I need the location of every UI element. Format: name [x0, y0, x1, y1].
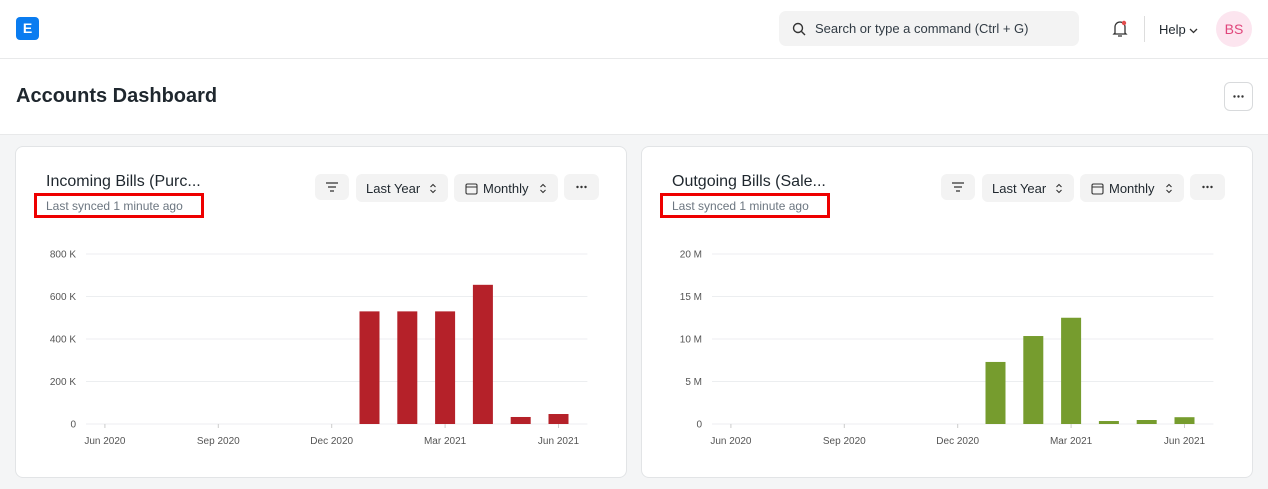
- select-arrows: [430, 183, 436, 194]
- y-tick-label: 800 K: [50, 250, 76, 261]
- x-tick-label: Mar 2021: [424, 436, 467, 447]
- chevron: [1189, 28, 1198, 34]
- y-tick-label: 400 K: [50, 335, 76, 346]
- bar: [510, 416, 531, 424]
- chart-subtitle: Last synced 1 minute ago: [46, 199, 183, 213]
- timespan-select[interactable]: Last Year: [356, 174, 448, 202]
- x-tick-label: Dec 2020: [310, 436, 353, 447]
- y-tick-label: 10 M: [680, 335, 702, 346]
- x-tick-label: Dec 2020: [936, 436, 979, 447]
- bar: [1023, 336, 1044, 424]
- x-tick-label: Sep 2020: [197, 436, 240, 447]
- filter-button[interactable]: [941, 174, 975, 200]
- chart-title: Incoming Bills (Purc...: [46, 173, 201, 190]
- y-tick-label: 0: [696, 420, 702, 431]
- interval-select[interactable]: Monthly: [454, 174, 558, 202]
- calendar-icon: [1091, 183, 1104, 195]
- navbar: E Search or type a command (Ctrl + G) He…: [0, 0, 1268, 59]
- dots-icon: [1233, 95, 1244, 98]
- avatar[interactable]: BS: [1216, 11, 1252, 47]
- search-bar[interactable]: Search or type a command (Ctrl + G): [779, 11, 1079, 46]
- y-tick-label: 5 M: [685, 377, 702, 388]
- select-arrows: [1166, 183, 1172, 194]
- filter-button[interactable]: [315, 174, 349, 200]
- bar: [1136, 420, 1157, 424]
- search-placeholder: Search or type a command (Ctrl + G): [815, 21, 1029, 36]
- y-tick-label: 20 M: [680, 250, 702, 261]
- calendar-icon: [465, 183, 478, 195]
- logo[interactable]: E: [16, 17, 39, 40]
- chart-menu-button[interactable]: [1190, 174, 1225, 200]
- timespan-label: Last Year: [366, 181, 421, 196]
- x-tick-label: Mar 2021: [1050, 436, 1093, 447]
- interval-label: Monthly: [1109, 181, 1155, 196]
- timespan-label: Last Year: [992, 181, 1047, 196]
- help-menu[interactable]: Help: [1159, 22, 1198, 37]
- timespan-select[interactable]: Last Year: [982, 174, 1074, 202]
- bar: [397, 311, 418, 424]
- interval-select[interactable]: Monthly: [1080, 174, 1184, 202]
- filter-icon: [326, 182, 338, 192]
- highlight-box: [660, 193, 830, 218]
- bar: [472, 284, 493, 424]
- chart: 0 5 M 10 M 15 M 20 M Jun 2020 Sep 2020 Dec 2020…: [680, 250, 1214, 447]
- select-arrows: [540, 183, 546, 194]
- y-tick-label: 600 K: [50, 292, 76, 303]
- bar: [985, 361, 1006, 424]
- x-tick-label: Jun 2021: [1164, 436, 1206, 447]
- bar: [1098, 421, 1119, 424]
- page-menu-button[interactable]: [1224, 82, 1253, 111]
- chart: 0 200 K 400 K 600 K 800 K Jun 2020 Sep 2020 Dec…: [50, 250, 588, 447]
- chart-title: Outgoing Bills (Sale...: [672, 173, 826, 190]
- y-tick-label: 0: [70, 420, 76, 431]
- page-header: Accounts Dashboard: [0, 59, 1268, 135]
- chart-card: Outgoing Bills (Sale... Last synced 1 mi…: [641, 146, 1253, 478]
- chart-menu-button[interactable]: [564, 174, 599, 200]
- chart-card: Incoming Bills (Purc... Last synced 1 mi…: [15, 146, 627, 478]
- bar: [435, 311, 456, 424]
- highlight-box: [34, 193, 204, 218]
- filter-icon: [952, 182, 964, 192]
- x-tick-label: Jun 2021: [538, 436, 580, 447]
- x-tick-label: Sep 2020: [823, 436, 866, 447]
- notifications[interactable]: [1110, 19, 1130, 39]
- logo-text: E: [23, 20, 32, 36]
- select-arrows: [1056, 183, 1062, 194]
- bar: [1174, 417, 1195, 424]
- bar: [359, 311, 380, 424]
- bar: [548, 414, 569, 424]
- x-tick-label: Jun 2020: [84, 436, 126, 447]
- bar: [1061, 317, 1082, 424]
- chart-subtitle: Last synced 1 minute ago: [672, 199, 809, 213]
- x-tick-label: Jun 2020: [710, 436, 752, 447]
- dots-icon: [576, 185, 587, 189]
- dots-icon: [1202, 185, 1213, 189]
- page-title: Accounts Dashboard: [16, 85, 218, 107]
- y-tick-label: 200 K: [50, 377, 76, 388]
- y-tick-label: 15 M: [680, 292, 702, 303]
- help-label: Help: [1159, 22, 1186, 37]
- search-icon: [792, 22, 806, 36]
- interval-label: Monthly: [483, 181, 529, 196]
